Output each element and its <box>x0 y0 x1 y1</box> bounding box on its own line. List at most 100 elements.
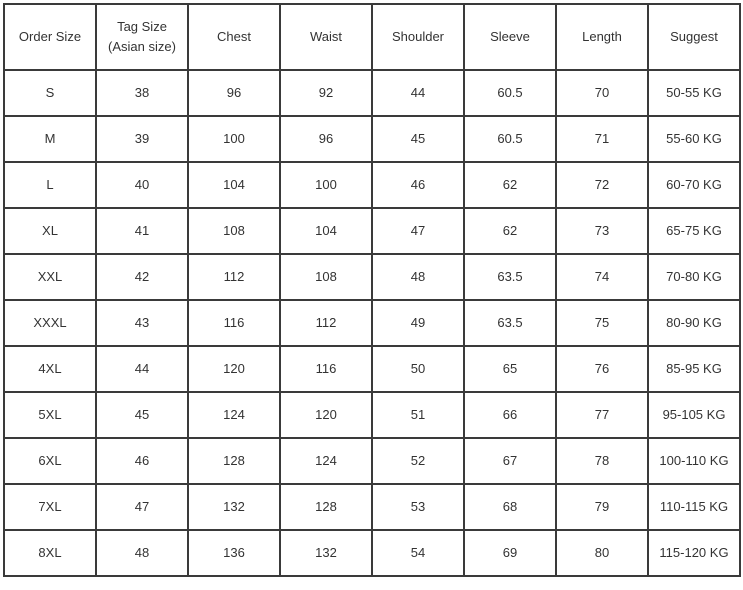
cell-length: 75 <box>555 299 649 347</box>
cell-suggest: 80-90 KG <box>647 299 741 347</box>
cell-sleeve: 60.5 <box>463 69 557 117</box>
cell-waist: 100 <box>279 161 373 209</box>
cell-chest: 108 <box>187 207 281 255</box>
cell-length: 73 <box>555 207 649 255</box>
cell-order-size: XXXL <box>3 299 97 347</box>
header-order-size: Order Size <box>3 3 97 71</box>
cell-sleeve: 68 <box>463 483 557 531</box>
header-waist: Waist <box>279 3 373 71</box>
cell-suggest: 70-80 KG <box>647 253 741 301</box>
cell-order-size: S <box>3 69 97 117</box>
cell-sleeve: 65 <box>463 345 557 393</box>
cell-waist: 120 <box>279 391 373 439</box>
cell-tag-size: 47 <box>95 483 189 531</box>
table-row: L 40 104 100 46 62 72 60-70 KG <box>3 161 741 209</box>
cell-order-size: 4XL <box>3 345 97 393</box>
cell-shoulder: 47 <box>371 207 465 255</box>
cell-length: 72 <box>555 161 649 209</box>
cell-order-size: 8XL <box>3 529 97 577</box>
table-row: 8XL 48 136 132 54 69 80 115-120 KG <box>3 529 741 577</box>
header-length: Length <box>555 3 649 71</box>
cell-waist: 104 <box>279 207 373 255</box>
cell-length: 76 <box>555 345 649 393</box>
size-chart-table: Order Size Tag Size (Asian size) Chest Waist… <box>3 3 741 577</box>
cell-sleeve: 62 <box>463 161 557 209</box>
cell-sleeve: 63.5 <box>463 299 557 347</box>
cell-tag-size: 40 <box>95 161 189 209</box>
header-chest: Chest <box>187 3 281 71</box>
cell-waist: 124 <box>279 437 373 485</box>
cell-order-size: XL <box>3 207 97 255</box>
cell-suggest: 85-95 KG <box>647 345 741 393</box>
table-row: 6XL 46 128 124 52 67 78 100-110 KG <box>3 437 741 485</box>
cell-suggest: 100-110 KG <box>647 437 741 485</box>
cell-sleeve: 63.5 <box>463 253 557 301</box>
cell-chest: 124 <box>187 391 281 439</box>
cell-tag-size: 46 <box>95 437 189 485</box>
cell-chest: 120 <box>187 345 281 393</box>
cell-shoulder: 50 <box>371 345 465 393</box>
cell-waist: 132 <box>279 529 373 577</box>
cell-sleeve: 62 <box>463 207 557 255</box>
cell-tag-size: 44 <box>95 345 189 393</box>
cell-chest: 112 <box>187 253 281 301</box>
header-tag-size: Tag Size (Asian size) <box>95 3 189 71</box>
cell-suggest: 115-120 KG <box>647 529 741 577</box>
cell-shoulder: 52 <box>371 437 465 485</box>
cell-suggest: 110-115 KG <box>647 483 741 531</box>
table-row: XL 41 108 104 47 62 73 65-75 KG <box>3 207 741 255</box>
cell-shoulder: 48 <box>371 253 465 301</box>
cell-sleeve: 69 <box>463 529 557 577</box>
cell-order-size: 5XL <box>3 391 97 439</box>
table-row: M 39 100 96 45 60.5 71 55-60 KG <box>3 115 741 163</box>
cell-sleeve: 60.5 <box>463 115 557 163</box>
cell-tag-size: 45 <box>95 391 189 439</box>
cell-shoulder: 45 <box>371 115 465 163</box>
cell-waist: 108 <box>279 253 373 301</box>
cell-chest: 132 <box>187 483 281 531</box>
cell-tag-size: 48 <box>95 529 189 577</box>
cell-sleeve: 67 <box>463 437 557 485</box>
header-sleeve: Sleeve <box>463 3 557 71</box>
cell-waist: 128 <box>279 483 373 531</box>
cell-chest: 104 <box>187 161 281 209</box>
cell-tag-size: 42 <box>95 253 189 301</box>
cell-chest: 116 <box>187 299 281 347</box>
header-shoulder: Shoulder <box>371 3 465 71</box>
cell-shoulder: 46 <box>371 161 465 209</box>
table-row: XXXL 43 116 112 49 63.5 75 80-90 KG <box>3 299 741 347</box>
cell-shoulder: 51 <box>371 391 465 439</box>
cell-suggest: 50-55 KG <box>647 69 741 117</box>
cell-shoulder: 53 <box>371 483 465 531</box>
cell-length: 77 <box>555 391 649 439</box>
cell-shoulder: 44 <box>371 69 465 117</box>
cell-order-size: 7XL <box>3 483 97 531</box>
cell-length: 80 <box>555 529 649 577</box>
cell-length: 79 <box>555 483 649 531</box>
cell-length: 70 <box>555 69 649 117</box>
table-row: 4XL 44 120 116 50 65 76 85-95 KG <box>3 345 741 393</box>
cell-sleeve: 66 <box>463 391 557 439</box>
cell-order-size: M <box>3 115 97 163</box>
table-row: 5XL 45 124 120 51 66 77 95-105 KG <box>3 391 741 439</box>
cell-shoulder: 49 <box>371 299 465 347</box>
cell-chest: 96 <box>187 69 281 117</box>
cell-tag-size: 41 <box>95 207 189 255</box>
cell-tag-size: 39 <box>95 115 189 163</box>
cell-length: 74 <box>555 253 649 301</box>
cell-suggest: 95-105 KG <box>647 391 741 439</box>
header-row: Order Size Tag Size (Asian size) Chest Waist… <box>3 3 741 71</box>
cell-tag-size: 38 <box>95 69 189 117</box>
cell-length: 78 <box>555 437 649 485</box>
cell-waist: 92 <box>279 69 373 117</box>
cell-order-size: XXL <box>3 253 97 301</box>
cell-tag-size: 43 <box>95 299 189 347</box>
cell-order-size: 6XL <box>3 437 97 485</box>
cell-waist: 112 <box>279 299 373 347</box>
cell-order-size: L <box>3 161 97 209</box>
cell-length: 71 <box>555 115 649 163</box>
cell-waist: 116 <box>279 345 373 393</box>
table-row: XXL 42 112 108 48 63.5 74 70-80 KG <box>3 253 741 301</box>
header-suggest: Suggest <box>647 3 741 71</box>
table-row: 7XL 47 132 128 53 68 79 110-115 KG <box>3 483 741 531</box>
